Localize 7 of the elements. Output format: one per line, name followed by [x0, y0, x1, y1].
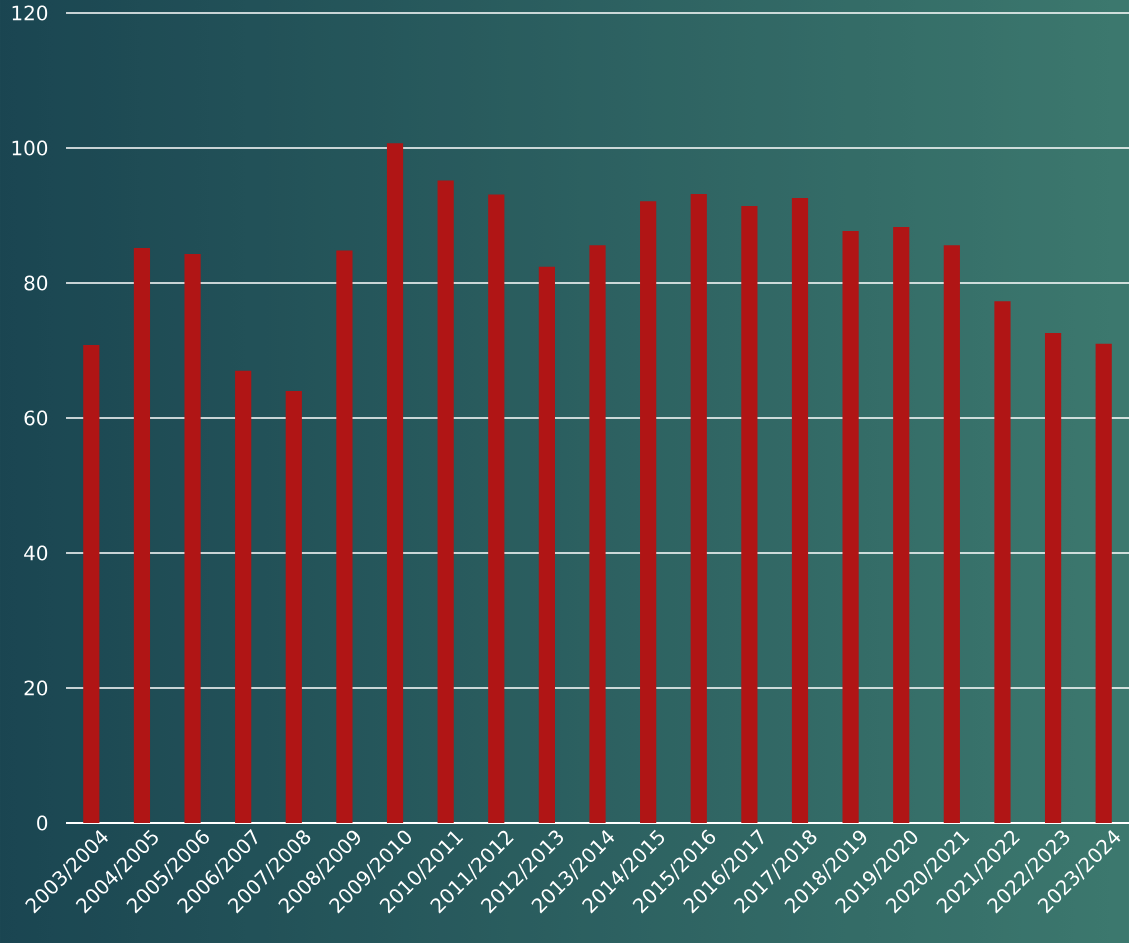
y-tick-label: 80 [24, 275, 48, 291]
y-tick-label: 60 [24, 410, 48, 426]
y-tick-label: 0 [37, 815, 48, 831]
y-tick-label: 100 [12, 140, 48, 156]
y-tick-label: 120 [12, 5, 48, 21]
y-tick-label: 20 [24, 680, 48, 696]
y-tick-label: 40 [24, 545, 48, 561]
